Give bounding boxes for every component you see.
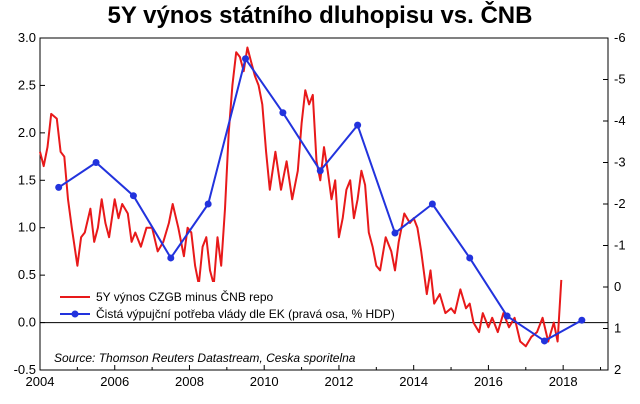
y-left-tick-label: 3.0 [18,30,36,45]
source-note: Source: Thomson Reuters Datastream, Cesk… [54,351,356,365]
y-right-tick-label: 2 [614,362,621,377]
x-tick-label: 2016 [474,374,503,389]
series-1-point [129,192,137,200]
y-right-tick-label: -5 [614,72,626,87]
series-1-point [503,312,511,320]
y-right-tick-label: -1 [614,238,626,253]
series-1-point [428,200,436,208]
y-left-tick-label: 0.5 [18,267,36,282]
y-right-tick-label: -2 [614,196,626,211]
series-1-point [204,200,212,208]
x-tick-label: 2008 [175,374,204,389]
series-1-point [279,109,287,117]
y-left-tick-label: 1.5 [18,172,36,187]
series-1-point [391,229,399,237]
series-line-0 [39,46,563,348]
series-1-point [242,55,250,63]
y-right-tick-label: 1 [614,321,621,336]
chart-axes: 3.0 2.5 2.0 1.5 1.0 0.5 0.0 -0.5 -6 -5 -4 -3 -2 -1 0 1 2… [14,30,626,389]
y-left-tick-label: 0.0 [18,315,36,330]
series-1-point [92,159,100,166]
x-tick-label: 2004 [26,374,55,389]
series-1-point [466,254,474,262]
legend-label-0: 5Y výnos CZGB minus ČNB repo [96,289,274,304]
y-right-tick-label: 0 [614,279,621,294]
series-1-point [55,183,63,191]
x-tick-label: 2018 [549,374,578,389]
series-1-point [167,254,175,262]
legend-marker-1 [71,310,79,318]
y-right-tick-label: -6 [614,30,626,45]
chart-title: 5Y výnos státního dluhopisu vs. ČNB [107,2,533,29]
series-1-point [578,316,586,324]
x-tick-label: 2012 [324,374,353,389]
series-1-point [354,121,362,129]
legend: 5Y výnos CZGB minus ČNB repo Čistá výpujč… [60,289,395,321]
y-left-tick-label: 2.5 [18,77,36,92]
series-1-point [316,167,324,175]
y-left-tick-label: 1.0 [18,220,36,235]
x-tick-label: 2010 [250,374,279,389]
y-right-tick-label: -4 [614,113,626,128]
y-left-tick-label: 2.0 [18,125,36,140]
legend-label-1: Čistá výpujční potřeba vlády dle EK (pra… [96,306,395,321]
x-tick-label: 2014 [399,374,428,389]
x-tick-label: 2006 [100,374,129,389]
series-1-point [540,337,548,345]
y-left-tick-label: -0.5 [14,362,36,377]
legend-box [56,282,422,322]
y-right-tick-label: -3 [614,155,626,170]
series-layer [39,46,586,348]
